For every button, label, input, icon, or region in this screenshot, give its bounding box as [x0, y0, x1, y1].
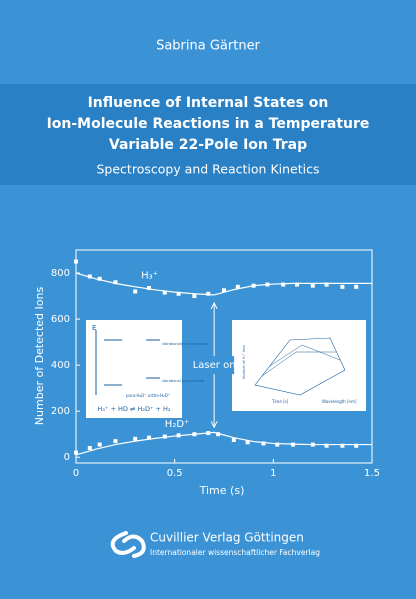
title-band [0, 84, 416, 185]
annotation: Laser on [193, 360, 236, 371]
marker [281, 282, 286, 287]
left-inset: E vibrationally excited state vibrationa… [86, 320, 208, 418]
inset-text: E [92, 324, 96, 332]
y-tick-label: 800 [51, 268, 70, 279]
y-tick-label: 0 [64, 452, 70, 463]
marker [192, 432, 197, 437]
y-tick-label: 200 [51, 406, 70, 417]
title-line: Variable 22-Pole Ion Trap [109, 137, 307, 153]
arrow-head [210, 301, 218, 429]
marker [245, 440, 250, 445]
inset-text: Time [s] [271, 399, 289, 404]
fit-line [75, 431, 372, 456]
marker [354, 443, 359, 448]
y-tick-label: 400 [51, 360, 70, 371]
inset-text: vibrational ground state [162, 379, 204, 383]
marker [340, 443, 345, 448]
marker [97, 276, 102, 281]
marker [206, 291, 211, 296]
author: Sabrina Gärtner [156, 39, 260, 54]
marker [162, 290, 167, 295]
chart: Time (s) Number of Detected Ions E vibra… [33, 249, 380, 497]
marker [147, 285, 152, 290]
marker [295, 282, 300, 287]
marker [113, 280, 118, 285]
legend-label: H₃⁺ [141, 270, 158, 281]
inset-text: para-H₂D⁺ [126, 393, 146, 398]
subtitle: Spectroscopy and Reaction Kinetics [97, 162, 320, 177]
marker [133, 289, 138, 294]
marker [261, 441, 266, 446]
plot-frame [75, 249, 373, 464]
marker [310, 283, 315, 288]
legend-label: H₂D⁺ [165, 419, 190, 430]
marker [133, 436, 138, 441]
marker [216, 432, 221, 437]
inset-box [232, 320, 366, 411]
surface-grid [261, 344, 341, 377]
marker [192, 294, 197, 299]
marker [113, 439, 118, 444]
logo-mark [110, 531, 146, 558]
inset-text: Number of H₃⁺ Ions [242, 345, 246, 379]
marker [310, 442, 315, 447]
marker [340, 284, 345, 289]
publisher-logo [110, 531, 146, 558]
marker [235, 284, 240, 289]
marker [251, 283, 256, 288]
marker [97, 442, 102, 447]
marker [354, 284, 359, 289]
right-inset: Number of H₃⁺ Ions Time [s] Wavelength [… [232, 320, 366, 411]
annotation-box [194, 356, 235, 375]
marker [231, 437, 236, 442]
x-tick-label: 0 [73, 468, 79, 479]
surface [254, 337, 346, 396]
inset-box [86, 320, 182, 418]
x-tick-label: 0.5 [167, 468, 183, 479]
marker [291, 442, 296, 447]
marker [147, 435, 152, 440]
marker [74, 450, 78, 455]
inset-text: ortho-H₂D⁺ [148, 393, 170, 398]
x-axis-label: Time (s) [199, 484, 245, 497]
marker [324, 282, 329, 287]
x-tick-label: 1 [270, 468, 276, 479]
y-tick-label: 600 [51, 314, 70, 325]
marker [162, 434, 167, 439]
title-line: Ion-Molecule Reactions in a Temperature [47, 116, 370, 132]
marker [87, 446, 92, 451]
publisher-tagline: Internationaler wissenschaftlicher Fachv… [150, 548, 320, 557]
marker [176, 433, 181, 438]
x-tick-label: 1.5 [364, 468, 380, 479]
title-line: Influence of Internal States on [88, 95, 329, 111]
marker [206, 431, 211, 436]
inset-text: Wavelength [nm] [322, 399, 357, 404]
marker [87, 274, 92, 279]
inset-text: H₃⁺ + HD ⇌ H₂D⁺ + H₂ [98, 405, 171, 413]
marker [265, 282, 270, 287]
marker [176, 291, 181, 296]
marker [324, 443, 329, 448]
marker [74, 259, 78, 264]
y-axis-label: Number of Detected Ions [33, 287, 46, 426]
inset-text: vibrationally excited state [162, 342, 208, 346]
publisher-name: Cuvillier Verlag Göttingen [150, 531, 304, 545]
marker [275, 442, 280, 447]
marker [222, 288, 226, 293]
